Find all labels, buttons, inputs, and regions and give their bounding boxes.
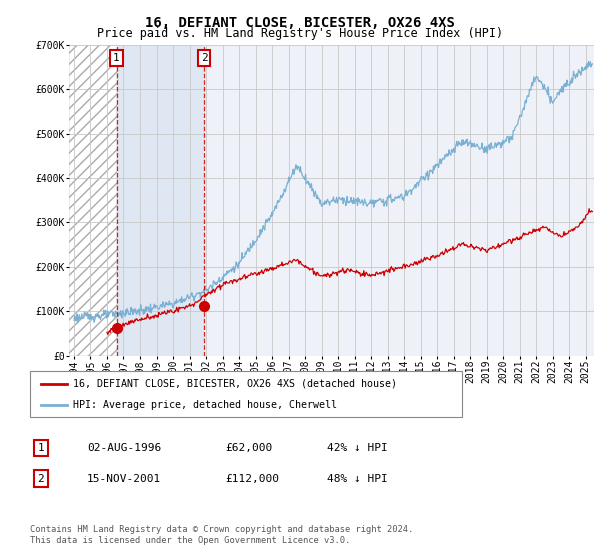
Text: 1: 1 [37,443,44,453]
Text: Price paid vs. HM Land Registry's House Price Index (HPI): Price paid vs. HM Land Registry's House … [97,27,503,40]
Text: 15-NOV-2001: 15-NOV-2001 [87,474,161,484]
Text: 1: 1 [113,53,120,63]
Text: 02-AUG-1996: 02-AUG-1996 [87,443,161,453]
Text: 48% ↓ HPI: 48% ↓ HPI [327,474,388,484]
Text: 2: 2 [37,474,44,484]
Text: Contains HM Land Registry data © Crown copyright and database right 2024.
This d: Contains HM Land Registry data © Crown c… [30,525,413,545]
Text: £112,000: £112,000 [225,474,279,484]
Text: HPI: Average price, detached house, Cherwell: HPI: Average price, detached house, Cher… [73,400,337,410]
Text: 2: 2 [200,53,208,63]
Bar [69,45,116,356]
Text: £62,000: £62,000 [225,443,272,453]
Text: 16, DEFIANT CLOSE, BICESTER, OX26 4XS: 16, DEFIANT CLOSE, BICESTER, OX26 4XS [145,16,455,30]
Text: 42% ↓ HPI: 42% ↓ HPI [327,443,388,453]
Text: 16, DEFIANT CLOSE, BICESTER, OX26 4XS (detached house): 16, DEFIANT CLOSE, BICESTER, OX26 4XS (d… [73,379,397,389]
FancyBboxPatch shape [30,371,462,417]
Bar [116,45,204,356]
